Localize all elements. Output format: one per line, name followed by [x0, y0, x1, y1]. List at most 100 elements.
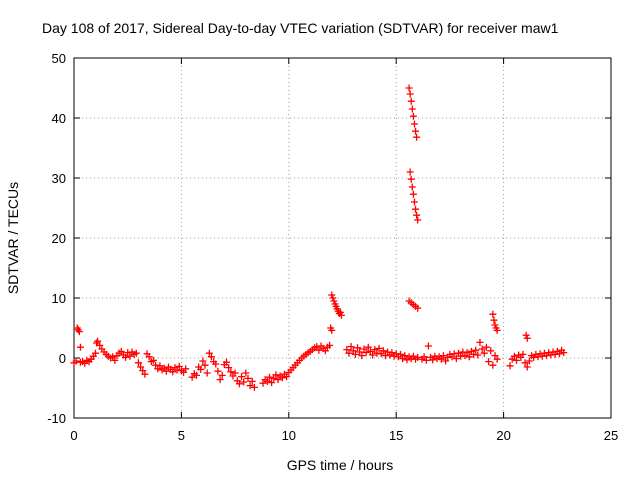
data-point: [358, 352, 366, 360]
data-point: [199, 357, 207, 365]
data-point: [465, 353, 473, 361]
data-point: [489, 310, 497, 318]
data-point: [192, 371, 200, 379]
data-point: [414, 304, 422, 312]
data-point: [410, 120, 418, 128]
data-point: [139, 367, 147, 375]
data-point: [351, 350, 359, 358]
data-point: [414, 216, 422, 224]
data-point: [246, 382, 254, 390]
data-point: [401, 352, 409, 360]
data-point: [263, 377, 271, 385]
data-point: [429, 356, 437, 364]
data-point: [242, 369, 250, 377]
data-point: [349, 347, 357, 355]
data-point: [347, 343, 355, 351]
data-point: [555, 350, 563, 358]
data-point: [126, 352, 134, 360]
data-point: [525, 357, 533, 365]
data-point: [169, 368, 177, 376]
data-point: [72, 357, 80, 365]
data-point: [414, 353, 422, 361]
data-point: [207, 353, 215, 361]
data-point: [270, 374, 278, 382]
data-point: [94, 337, 102, 345]
data-point: [493, 326, 501, 334]
data-point: [132, 349, 140, 357]
data-point: [134, 359, 142, 367]
data-point: [360, 345, 368, 353]
data-point: [375, 344, 383, 352]
data-point: [268, 379, 276, 387]
data-point: [188, 373, 196, 381]
data-point: [337, 311, 345, 319]
data-point: [216, 376, 224, 384]
data-point: [343, 346, 351, 354]
data-point: [405, 84, 413, 92]
data-point: [180, 368, 188, 376]
data-point: [408, 183, 416, 191]
data-point: [476, 338, 484, 346]
data-point: [156, 362, 164, 370]
data-point: [259, 379, 267, 387]
y-axis: -10 0 10 20 30 40 50: [47, 51, 611, 426]
data-point: [510, 352, 518, 360]
data-point: [519, 350, 527, 358]
data-point: [369, 351, 377, 359]
y-tick-label: 20: [52, 231, 66, 246]
data-points: [70, 84, 568, 391]
data-point: [203, 369, 211, 377]
data-point: [75, 328, 83, 336]
data-point: [137, 363, 145, 371]
y-axis-label: SDTVAR / TECUs: [5, 182, 21, 294]
data-point: [117, 347, 125, 355]
data-point: [109, 353, 117, 361]
data-point: [412, 205, 420, 213]
y-tick-label: 0: [59, 351, 66, 366]
x-tick-label: 10: [282, 428, 296, 443]
data-point: [489, 361, 497, 369]
data-point: [330, 297, 338, 305]
y-tick-label: 30: [52, 171, 66, 186]
data-point: [214, 367, 222, 375]
data-point: [407, 175, 415, 183]
data-point: [345, 349, 353, 357]
data-point: [362, 349, 370, 357]
data-point: [490, 316, 498, 324]
data-point: [238, 373, 246, 381]
data-point: [91, 349, 99, 357]
data-point: [420, 353, 428, 361]
data-point: [522, 331, 530, 339]
data-point: [231, 369, 239, 377]
data-point: [111, 356, 119, 364]
data-point: [212, 360, 220, 368]
data-point: [141, 370, 149, 378]
data-point: [326, 341, 334, 349]
data-point: [406, 90, 414, 98]
data-point: [122, 353, 130, 361]
data-point: [329, 294, 337, 302]
data-point: [388, 349, 396, 357]
data-point: [283, 373, 291, 381]
data-point: [366, 347, 374, 355]
x-axis-label: GPS time / hours: [287, 457, 394, 473]
data-point: [413, 133, 421, 141]
data-point: [407, 97, 415, 105]
data-point: [472, 346, 480, 354]
data-point: [379, 347, 387, 355]
data-point: [223, 358, 231, 366]
y-tick-label: -10: [47, 411, 66, 426]
data-point: [205, 349, 213, 357]
grid-lines: [74, 58, 611, 418]
x-tick-label: 20: [496, 428, 510, 443]
data-point: [396, 350, 404, 358]
data-point: [201, 361, 209, 369]
data-point: [162, 367, 170, 375]
data-point: [240, 378, 248, 386]
data-point: [182, 365, 190, 373]
data-point: [487, 347, 495, 355]
x-tick-label: 0: [70, 428, 77, 443]
data-point: [336, 308, 344, 316]
data-point: [474, 351, 482, 359]
